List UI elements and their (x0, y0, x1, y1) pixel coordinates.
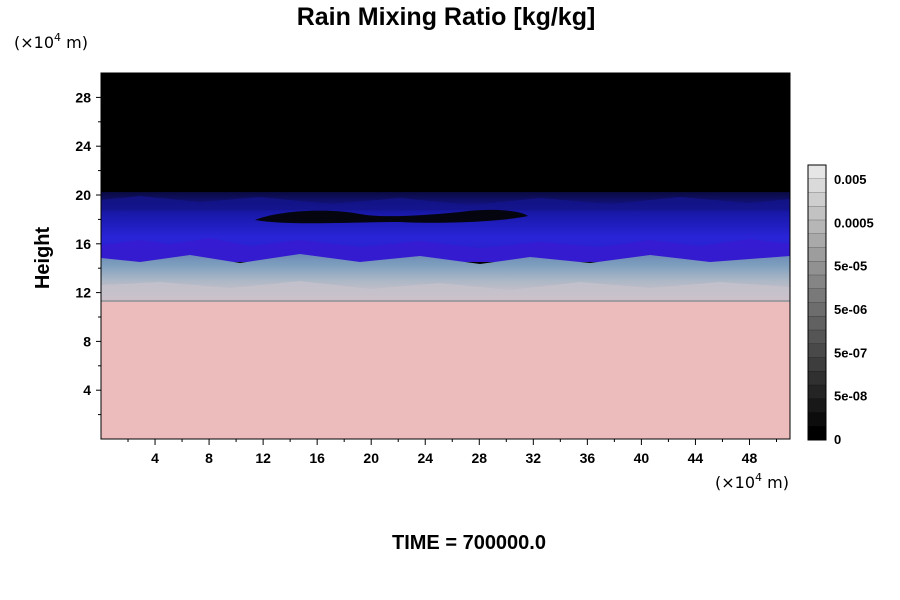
y-tick-label: 28 (75, 89, 91, 105)
colorbar-swatch (808, 330, 826, 345)
heatmap-plot-area (101, 73, 790, 439)
x-tick-label: 48 (742, 450, 758, 466)
colorbar-swatch (808, 288, 826, 303)
y-axis-unit: (×104 m) (14, 31, 88, 52)
x-axis-unit: (×104 m) (715, 471, 789, 492)
x-tick-label: 8 (205, 450, 213, 466)
colorbar-label: 5e-05 (834, 259, 867, 274)
dark-pocket (255, 209, 528, 224)
x-tick-label: 40 (634, 450, 650, 466)
colorbar-swatch (808, 426, 826, 441)
colorbar-swatch (808, 178, 826, 193)
colorbar-swatch (808, 343, 826, 358)
colorbar-swatch (808, 412, 826, 427)
y-tick-label: 24 (75, 138, 91, 154)
colorbar-swatch (808, 192, 826, 207)
colorbar-label: 0 (834, 432, 841, 447)
colorbar-swatch (808, 220, 826, 235)
colorbar-swatch (808, 165, 826, 180)
y-axis-label: Height (32, 227, 54, 290)
x-tick-label: 28 (471, 450, 487, 466)
y-axis-ticks: 4 8 12 16 20 24 28 (75, 89, 101, 416)
y-tick-label: 20 (75, 187, 91, 203)
blue-band-top-edge (101, 196, 790, 210)
x-tick-label: 4 (151, 450, 159, 466)
time-label: TIME = 700000.0 (392, 532, 546, 554)
colorbar-swatch (808, 275, 826, 290)
colorbar-swatch (808, 233, 826, 248)
grey-transition-layer (101, 281, 790, 304)
purple-cells (101, 238, 790, 262)
colorbar-swatch (808, 206, 826, 221)
colorbar-swatch (808, 247, 826, 262)
colorbar-label: 0.005 (834, 172, 867, 187)
y-tick-label: 8 (83, 333, 91, 349)
colorbar-swatch (808, 302, 826, 317)
colorbar: 0.005 0.0005 5e-05 5e-06 5e-07 5e-08 0 (807, 164, 874, 447)
x-tick-label: 20 (363, 450, 379, 466)
chart-title: Rain Mixing Ratio [kg/kg] (297, 3, 596, 31)
colorbar-swatch (808, 316, 826, 331)
x-tick-label: 12 (255, 450, 271, 466)
colorbar-frame (807, 164, 827, 441)
x-tick-label: 16 (309, 450, 325, 466)
y-tick-label: 16 (75, 236, 91, 252)
colorbar-swatch (808, 357, 826, 372)
colorbar-label: 5e-08 (834, 389, 867, 404)
colorbar-swatch (808, 261, 826, 276)
colorbar-swatch (808, 398, 826, 413)
x-tick-label: 36 (580, 450, 596, 466)
x-tick-label: 24 (417, 450, 433, 466)
x-tick-label: 32 (526, 450, 542, 466)
y-tick-label: 4 (83, 382, 91, 398)
plot-frame (100, 72, 791, 440)
colorbar-swatch (808, 385, 826, 400)
colorbar-label: 5e-07 (834, 345, 867, 360)
x-tick-label: 44 (688, 450, 704, 466)
x-axis-ticks: 4 8 12 16 20 24 28 32 36 40 44 48 (127, 439, 777, 466)
colorbar-label: 0.0005 (834, 215, 874, 230)
colorbar-swatch (808, 371, 826, 386)
colorbar-label: 5e-06 (834, 302, 867, 317)
y-tick-label: 12 (75, 285, 91, 301)
lower-pink-region (101, 302, 790, 439)
